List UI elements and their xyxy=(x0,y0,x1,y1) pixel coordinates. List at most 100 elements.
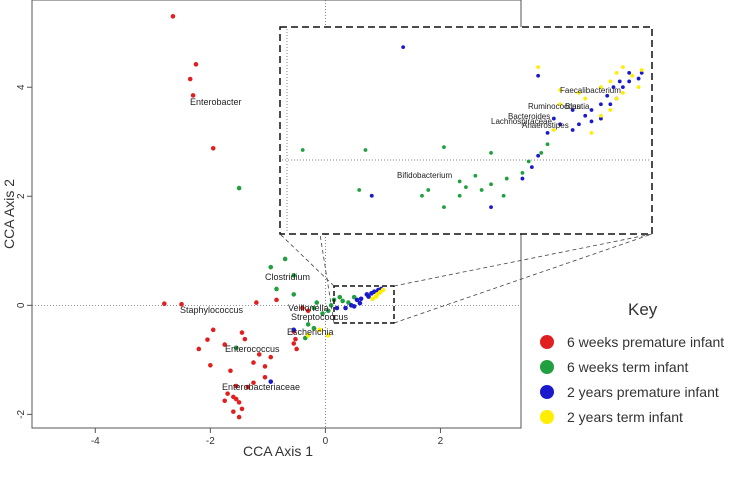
legend-marker xyxy=(540,385,554,399)
inset-data-point xyxy=(473,173,478,178)
y-tick-label: 4 xyxy=(16,84,27,90)
data-point xyxy=(325,333,331,338)
data-point xyxy=(262,374,268,380)
inset-data-point xyxy=(551,128,556,132)
inset-data-point xyxy=(614,96,619,101)
inset-data-point xyxy=(599,85,603,90)
inset-data-point xyxy=(464,185,468,190)
data-point xyxy=(254,300,259,305)
data-point xyxy=(251,380,256,386)
inset-data-point xyxy=(608,108,613,112)
data-point xyxy=(205,337,210,342)
main-points xyxy=(162,14,386,420)
label-enterobacter: Enterobacter xyxy=(190,97,242,107)
inset-data-point xyxy=(442,145,446,150)
label-anaerostipes: Anaerostipes xyxy=(522,121,569,130)
inset-data-point xyxy=(627,70,632,75)
inset-data-point xyxy=(577,90,581,95)
data-point xyxy=(300,305,305,311)
data-point xyxy=(225,391,230,396)
inset-data-point xyxy=(630,73,635,78)
x-axis-title: CCA Axis 1 xyxy=(243,443,313,459)
data-point xyxy=(196,346,202,352)
data-point xyxy=(208,362,213,368)
inset-data-point xyxy=(545,130,550,135)
data-point xyxy=(302,335,308,341)
legend-items: 6 weeks premature infant 6 weeks term inf… xyxy=(540,334,724,425)
y-tick-label: 2 xyxy=(16,193,27,199)
inset-data-point xyxy=(369,193,374,198)
legend-marker xyxy=(540,410,554,424)
data-point xyxy=(325,308,331,314)
data-point xyxy=(262,364,268,369)
inset-panel xyxy=(279,26,653,235)
inset-data-point xyxy=(617,79,622,84)
x-tick-label: 2 xyxy=(438,436,444,447)
legend: Key 6 weeks premature infant 6 weeks term… xyxy=(540,300,724,425)
y-axis-title: CCA Axis 2 xyxy=(1,179,17,249)
legend-label: 6 weeks term infant xyxy=(567,359,688,375)
data-point xyxy=(210,146,216,151)
data-point xyxy=(351,294,357,300)
data-point xyxy=(358,296,364,302)
label-enterococcus: Enterococcus xyxy=(225,344,280,354)
inset-data-point xyxy=(570,108,575,112)
inset-points xyxy=(300,45,644,210)
y-tick-label: -2 xyxy=(16,409,27,418)
inset-data-point xyxy=(489,150,493,155)
data-point xyxy=(236,185,242,191)
inset-data-point xyxy=(551,116,556,121)
inset-data-point xyxy=(529,165,534,170)
inset-data-point xyxy=(620,85,625,90)
data-point xyxy=(351,304,357,309)
data-point xyxy=(343,305,348,311)
inset-data-point xyxy=(558,102,563,107)
inset-data-point xyxy=(620,65,625,70)
inset-data-point xyxy=(457,193,462,198)
data-point xyxy=(251,360,256,365)
data-point xyxy=(346,300,351,305)
inset-data-point xyxy=(442,205,446,210)
inset-data-point xyxy=(611,85,616,90)
inset-data-point xyxy=(526,159,531,164)
inset-data-point xyxy=(457,179,462,184)
inset-data-point xyxy=(577,122,581,127)
inset-data-point xyxy=(420,193,424,198)
data-point xyxy=(291,341,297,346)
label-enterobacteriaceae: Enterobacteriaceae xyxy=(222,382,300,392)
label-blautia: Blautia xyxy=(565,102,590,111)
data-point xyxy=(268,379,274,384)
data-point xyxy=(317,327,322,333)
data-point xyxy=(311,305,317,311)
inset-data-point xyxy=(589,119,594,124)
legend-label: 6 weeks premature infant xyxy=(567,334,724,350)
data-point xyxy=(380,287,386,293)
inset-data-point xyxy=(589,108,594,112)
label-bifidobacterium: Bifidobacterium xyxy=(397,171,452,180)
legend-label: 2 years premature infant xyxy=(567,384,719,400)
data-point xyxy=(293,336,298,342)
inset-data-point xyxy=(479,188,484,192)
main-annotations: Enterobacter Clostridium Staphylococcus … xyxy=(180,97,349,392)
inset-data-point xyxy=(426,188,431,192)
legend-marker xyxy=(540,360,554,374)
label-staphylococcus: Staphylococcus xyxy=(180,305,244,315)
inset-data-point xyxy=(558,122,563,127)
inset-data-point xyxy=(501,193,506,198)
data-point xyxy=(233,383,239,389)
data-point xyxy=(305,308,311,314)
data-point xyxy=(256,352,262,357)
data-point xyxy=(233,345,239,351)
data-point xyxy=(305,322,311,327)
data-point xyxy=(222,342,228,347)
data-point xyxy=(187,76,193,82)
data-point xyxy=(239,330,245,335)
data-point xyxy=(357,300,363,306)
y-tick-label: 0 xyxy=(16,302,27,308)
inset-data-point xyxy=(636,76,641,81)
data-point xyxy=(231,409,236,414)
inset-data-point xyxy=(620,90,625,95)
legend-title: Key xyxy=(628,300,658,319)
legend-marker xyxy=(540,335,554,349)
data-point xyxy=(373,294,379,299)
